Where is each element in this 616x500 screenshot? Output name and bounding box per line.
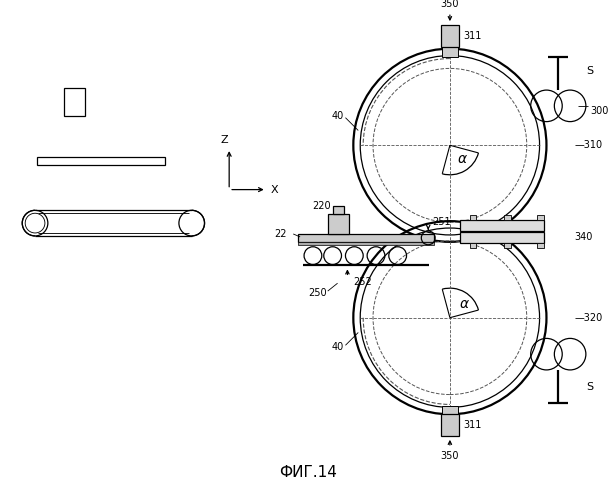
Text: —320: —320	[574, 312, 602, 322]
Bar	[63, 88, 85, 116]
Text: 350: 350	[440, 0, 459, 10]
Text: 250: 250	[309, 288, 327, 298]
Text: 311: 311	[464, 420, 482, 430]
Text: α: α	[459, 297, 468, 311]
Text: 40: 40	[331, 110, 344, 120]
Bar	[37, 157, 165, 165]
Bar	[460, 220, 543, 231]
Text: Z: Z	[221, 136, 228, 145]
Text: 311: 311	[464, 31, 482, 41]
Bar	[333, 206, 344, 214]
Bar	[537, 243, 543, 248]
Text: —310: —310	[574, 140, 602, 150]
Bar	[469, 243, 477, 248]
Bar	[460, 232, 543, 243]
Bar	[442, 406, 458, 416]
Bar	[298, 242, 434, 245]
Text: α: α	[457, 152, 466, 166]
Bar	[442, 46, 458, 56]
Text: S: S	[586, 66, 593, 76]
Bar	[537, 215, 543, 220]
Text: S: S	[586, 382, 593, 392]
Text: X: X	[270, 184, 278, 194]
Text: 22: 22	[274, 229, 286, 239]
Text: ФИГ.14: ФИГ.14	[279, 465, 337, 480]
Text: 220: 220	[312, 202, 331, 211]
Bar	[504, 215, 511, 220]
Bar	[298, 234, 434, 242]
Text: 251: 251	[432, 217, 451, 227]
Bar	[469, 215, 477, 220]
Text: 350: 350	[440, 450, 459, 460]
Text: 340: 340	[574, 232, 593, 242]
Text: 300: 300	[590, 106, 608, 116]
Bar	[504, 243, 511, 248]
Text: 40: 40	[331, 342, 344, 352]
Bar	[441, 25, 459, 46]
Bar	[441, 414, 459, 436]
Bar	[328, 214, 349, 234]
Text: 252: 252	[353, 277, 371, 287]
